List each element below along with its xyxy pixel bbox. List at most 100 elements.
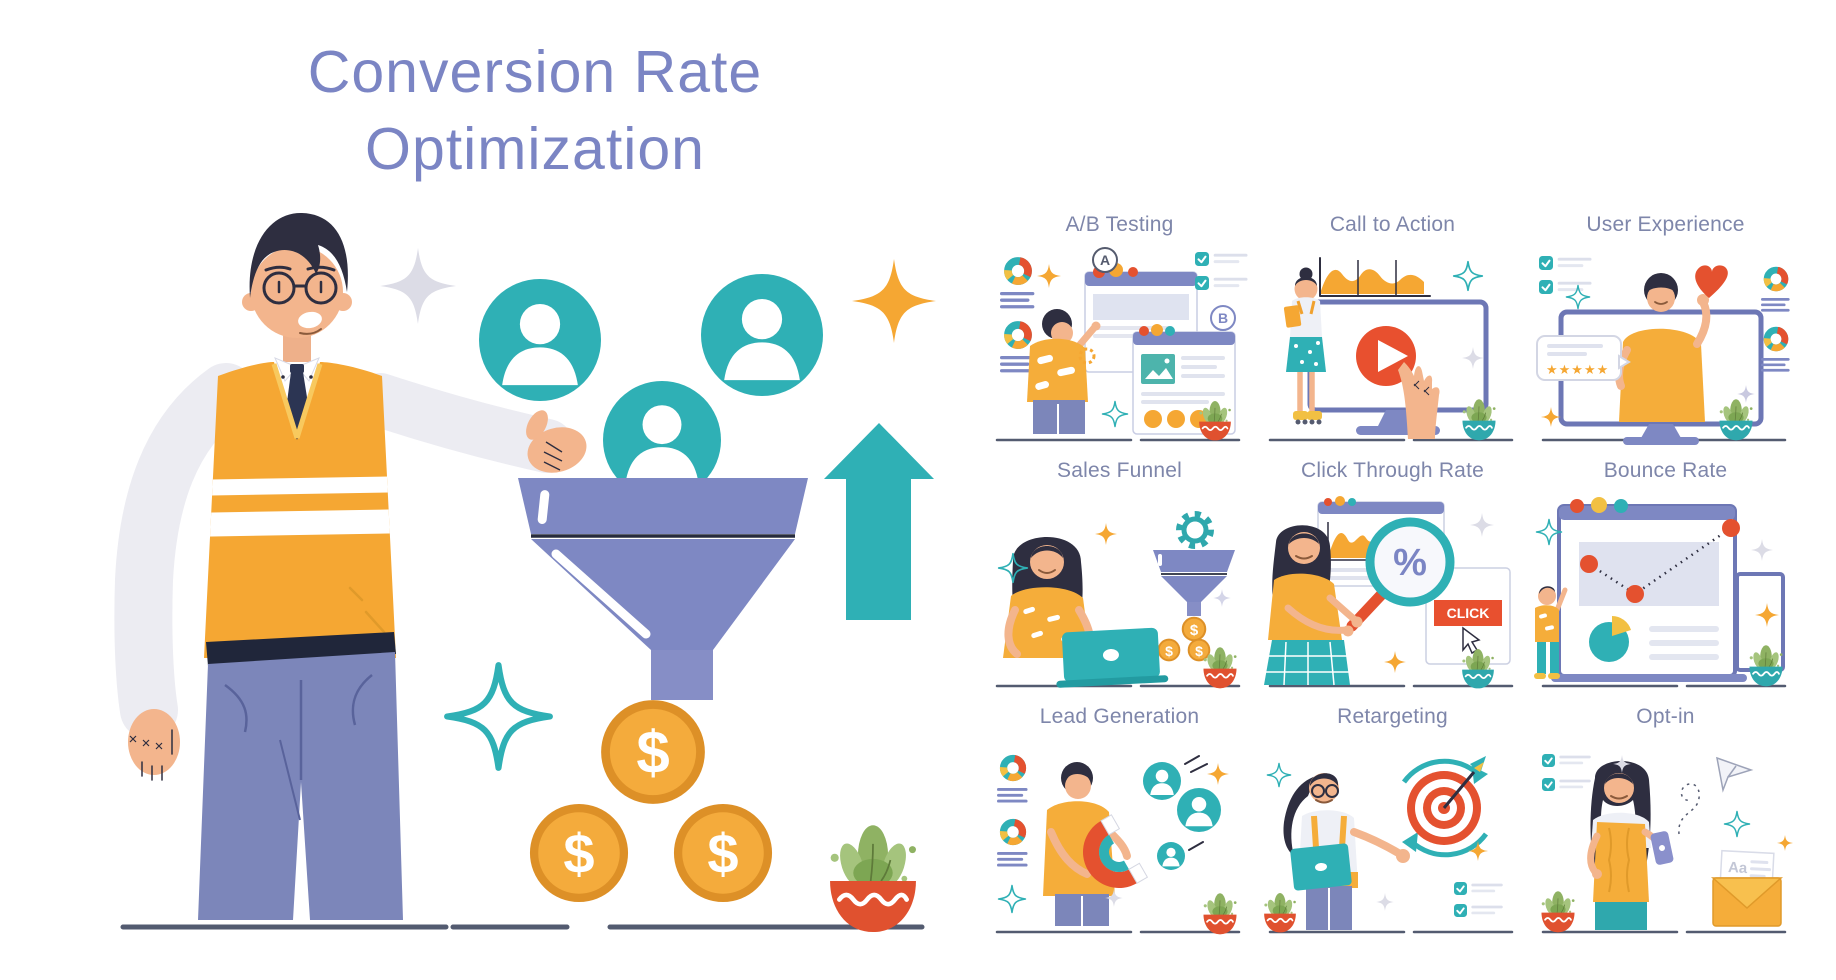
checklist-item-icon [1194, 276, 1249, 290]
plant-pot-icon [1540, 890, 1575, 934]
user-avatar-icon [701, 274, 823, 396]
coin-icon: $ [678, 808, 768, 898]
laptop-icon [1055, 627, 1168, 688]
sparkle-icon [1469, 513, 1494, 537]
page-title-line1: Conversion Rate [307, 39, 763, 105]
coin-icon: $ [1157, 638, 1180, 662]
opt-in-illustration: Aa [1540, 754, 1793, 934]
page-title-line2: Optimization [365, 115, 705, 182]
donut-chart-icon [1003, 321, 1031, 349]
user-avatar-icon [479, 279, 601, 401]
text-lines-icon [1760, 298, 1790, 312]
trousers [198, 652, 403, 920]
plant-pot-icon [830, 825, 916, 932]
retargeting-illustration [1262, 756, 1513, 934]
pointing-hand-icon [1397, 362, 1440, 439]
laptop-icon [1289, 843, 1352, 891]
checklist-item-icon [1540, 778, 1592, 791]
click-button [1433, 600, 1502, 626]
panel-opt-in: Opt-in [1529, 704, 1802, 942]
svg-text:Aa: Aa [1727, 859, 1748, 877]
donut-chart-icon [1763, 266, 1788, 291]
lead-generation-illustration [995, 736, 1240, 936]
rating-bubble: ★★★★★ [1535, 335, 1631, 381]
gear-icon [1175, 511, 1214, 549]
svg-text:%: % [1393, 542, 1427, 584]
hand [526, 410, 587, 473]
safety-vest [204, 362, 396, 658]
panel-title: Sales Funnel [1057, 459, 1182, 482]
coin-icon: $ [1187, 638, 1210, 662]
text-lines-icon [999, 292, 1034, 309]
sales-funnel-illustration: $ $ $ [995, 511, 1240, 690]
browser-window-b [1131, 324, 1236, 435]
panel-title: Opt-in [1636, 705, 1695, 728]
panel-user-experience: User Experience [1529, 212, 1802, 450]
sparkle-icon [1266, 762, 1291, 788]
panel-ab-testing: A/B Testing A [983, 212, 1256, 450]
magnet-icon [1082, 814, 1148, 888]
coin-icon: $ [1181, 616, 1206, 642]
phone-icon [1650, 831, 1673, 865]
svg-text:$: $ [563, 822, 594, 885]
donut-chart-icon [1003, 257, 1031, 285]
envelope-icon: Aa [1710, 849, 1783, 927]
main-illustration: $ $ $ [114, 212, 936, 970]
hand [128, 709, 180, 781]
checklist-item-icon [1540, 754, 1592, 767]
text-lines-icon [996, 852, 1028, 867]
plant-pot-icon [1202, 892, 1237, 936]
paper-plane-icon [1677, 756, 1753, 835]
heart-icon [1694, 265, 1728, 298]
checklist-item-icon [1453, 882, 1504, 895]
coin-icon: $ [534, 808, 624, 898]
svg-text:B: B [1217, 310, 1227, 326]
donut-chart-icon [999, 755, 1026, 782]
checklist-item-icon [1194, 252, 1249, 266]
panel-lead-generation: Lead Generation [983, 704, 1256, 942]
panel-title: Bounce Rate [1603, 459, 1728, 482]
person [1614, 273, 1710, 422]
svg-text:★★★★★: ★★★★★ [1546, 362, 1609, 377]
sparkle-icon [1750, 539, 1773, 561]
panel-title: Click Through Rate [1301, 459, 1484, 482]
click-through-rate-illustration: CLICK % [1263, 496, 1513, 690]
sparkle-icon [1375, 893, 1394, 911]
panel-title: Call to Action [1329, 213, 1456, 236]
plant-pot-icon [1262, 892, 1297, 934]
area-chart-icon [1318, 257, 1431, 297]
person [1283, 267, 1326, 425]
ab-testing-illustration: A B [995, 247, 1249, 442]
target-icon [1401, 756, 1488, 858]
browser-window [1556, 497, 1740, 678]
sparkle-icon [1036, 264, 1061, 288]
sparkle-icon [1383, 651, 1406, 673]
donut-chart-icon [1763, 326, 1788, 351]
laptop-base [1550, 674, 1747, 682]
bounce-rate-illustration [1533, 497, 1786, 688]
sparkle-icon [1540, 407, 1561, 427]
scatter-point-icon [1579, 519, 1740, 603]
marketer-person [114, 212, 574, 920]
panel-retargeting: Retargeting [1256, 704, 1529, 942]
page-title: Conversion Rate Optimization [200, 34, 870, 187]
variant-a-badge [1091, 247, 1118, 273]
donut-chart-icon [999, 819, 1026, 846]
sparkle-icon [1723, 810, 1750, 838]
sparkle-icon [852, 259, 936, 343]
glasses-icon [262, 271, 338, 305]
svg-text:$: $ [1195, 643, 1203, 659]
svg-text:$: $ [636, 719, 669, 786]
sparkle-icon [997, 884, 1026, 914]
coin-icon: $ [606, 705, 701, 800]
person [1263, 525, 1362, 686]
text-lines-icon [1760, 358, 1790, 372]
panel-title: User Experience [1586, 213, 1745, 236]
svg-text:CLICK: CLICK [1446, 605, 1489, 621]
panel-title: A/B Testing [1065, 213, 1174, 236]
person [1533, 586, 1567, 679]
user-experience-illustration: ★★★★★ [1535, 256, 1801, 445]
sparkle-icon [1467, 841, 1488, 861]
sparkle-icon [380, 248, 456, 324]
